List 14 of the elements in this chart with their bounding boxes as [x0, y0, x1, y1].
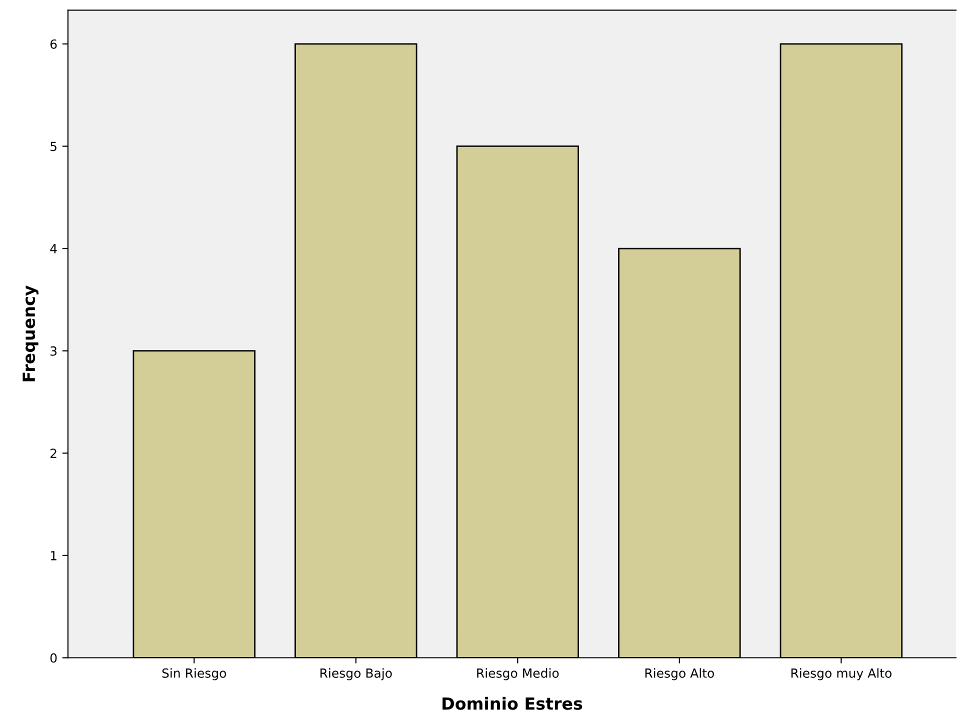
- x-tick-label: Sin Riesgo: [162, 668, 226, 680]
- y-tick-label: 0: [50, 653, 57, 663]
- y-axis-title: Frequency: [22, 285, 38, 382]
- y-tick-label: 1: [50, 551, 56, 560]
- y-tick-label: 4: [50, 244, 57, 254]
- x-tick-label: Riesgo muy Alto: [791, 668, 892, 680]
- y-tick-label: 6: [50, 39, 57, 49]
- x-tick-label: Riesgo Bajo: [320, 668, 392, 680]
- y-tick-label: 3: [50, 346, 57, 356]
- x-tick-label: Riesgo Alto: [645, 668, 714, 680]
- y-tick-label: 5: [50, 142, 56, 152]
- x-tick-label: Riesgo Medio: [477, 668, 559, 680]
- y-tick-label: 2: [50, 448, 56, 458]
- x-axis-title: Dominio Estres: [442, 696, 582, 710]
